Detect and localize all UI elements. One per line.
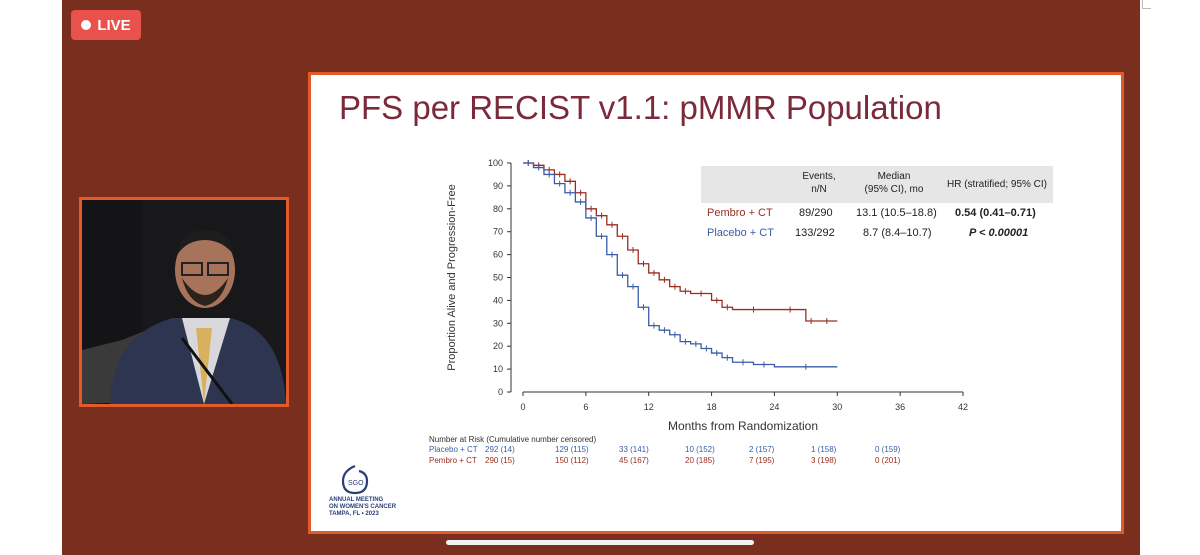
x-tick-label: 36: [895, 402, 905, 412]
risk-value: 0 (159): [875, 445, 901, 454]
events-value: 133/292: [795, 227, 835, 239]
y-tick-label: 60: [493, 250, 503, 260]
x-axis-label: Months from Randomization: [668, 419, 818, 433]
risk-value: 2 (157): [749, 445, 775, 454]
chart-axes: [507, 162, 964, 396]
results-table: Events, n/N Median (95% CI), mo HR (strati…: [701, 166, 1053, 243]
risk-value: 10 (152): [685, 445, 715, 454]
x-tick-label: 0: [520, 402, 525, 412]
x-tick-label: 12: [644, 402, 654, 412]
x-tick-label: 42: [958, 402, 968, 412]
speaker-camera-feed: [79, 197, 289, 407]
y-axis-label: Proportion Alive and Progression-Free: [446, 184, 458, 370]
header-hr: HR (stratified; 95% CI): [946, 179, 1048, 190]
header-events: Events, n/N: [802, 171, 836, 195]
chart-labels: 0 10 20 30 40 50 60 70 80 90 100 0 6 12 18 24 30 36 42 Mont…: [446, 158, 968, 433]
logo-line: ANNUAL MEETING: [329, 497, 384, 503]
risk-row: Placebo + CT 292 (14) 129 (115) 33 (141) 10 …: [429, 444, 900, 455]
corner-mark: [1142, 0, 1151, 9]
risk-value: 33 (141): [619, 445, 649, 454]
events-value: 89/290: [799, 207, 833, 219]
chart-series: [523, 160, 838, 370]
risk-value: 290 (15): [485, 456, 515, 465]
sgo-logo: SGO ANNUAL MEETING ON WOMEN'S CANCER TAM…: [329, 463, 399, 521]
risk-value: 0 (201): [875, 456, 901, 465]
table-row: Pembro + CT 89/290 13.1 (10.5–18.8) 0.54…: [701, 203, 1053, 223]
x-tick-label: 6: [583, 402, 588, 412]
live-label: LIVE: [97, 16, 131, 34]
speaker-image: [82, 200, 286, 404]
presentation-slide: PFS per RECIST v1.1: pMMR Population 0 10…: [308, 72, 1124, 534]
km-chart: 0 10 20 30 40 50 60 70 80 90 100 0 6 12 18 24 30 36 42 Mont…: [446, 158, 968, 433]
table-header: Events, n/N Median (95% CI), mo HR (strati…: [701, 166, 1053, 203]
y-tick-label: 90: [493, 181, 503, 191]
risk-value: 20 (185): [685, 456, 715, 465]
p-value: P < 0.00001: [969, 227, 1029, 239]
x-tick-label: 30: [832, 402, 842, 412]
logo-line: ON WOMEN'S CANCER: [329, 504, 397, 510]
y-tick-label: 0: [498, 387, 503, 397]
slide-title: PFS per RECIST v1.1: pMMR Population: [339, 89, 942, 126]
y-tick-label: 50: [493, 273, 503, 283]
y-tick-label: 80: [493, 204, 503, 214]
risk-value: 45 (167): [619, 456, 649, 465]
x-tick-label: 24: [769, 402, 779, 412]
risk-value: 1 (158): [811, 445, 837, 454]
series-line-pembro: [523, 162, 838, 322]
median-value: 8.7 (8.4–10.7): [863, 227, 932, 239]
risk-value: 3 (198): [811, 456, 837, 465]
y-tick-label: 40: [493, 295, 503, 305]
logo-line: TAMPA, FL • 2023: [329, 511, 379, 517]
sgo-emblem-icon: SGO: [341, 464, 369, 495]
number-at-risk-table: Number at Risk (Cumulative number censor…: [429, 435, 900, 466]
y-tick-label: 70: [493, 227, 503, 237]
risk-value: 150 (112): [555, 456, 589, 465]
risk-arm-label: Pembro + CT: [429, 456, 477, 465]
risk-row: Pembro + CT 290 (15) 150 (112) 45 (167) 20 (…: [429, 455, 900, 466]
risk-value: 129 (115): [555, 445, 589, 454]
risk-title: Number at Risk (Cumulative number censor…: [429, 435, 597, 444]
risk-value: 7 (195): [749, 456, 775, 465]
home-indicator[interactable]: [446, 540, 754, 545]
sgo-name: SGO: [348, 480, 364, 487]
y-tick-label: 20: [493, 341, 503, 351]
arm-label: Placebo + CT: [707, 227, 774, 239]
live-badge[interactable]: LIVE: [71, 10, 141, 40]
arm-label: Pembro + CT: [707, 207, 773, 219]
median-value: 13.1 (10.5–18.8): [856, 207, 937, 219]
y-tick-label: 30: [493, 318, 503, 328]
y-tick-label: 100: [488, 158, 503, 168]
table-row: Placebo + CT 133/292 8.7 (8.4–10.7) P < …: [701, 223, 1053, 243]
x-tick-label: 18: [707, 402, 717, 412]
live-dot-icon: [81, 20, 92, 30]
hr-value: 0.54 (0.41–0.71): [955, 207, 1036, 219]
y-tick-label: 10: [493, 364, 503, 374]
risk-arm-label: Placebo + CT: [429, 445, 478, 454]
header-median: Median (95% CI), mo: [864, 171, 924, 195]
risk-value: 292 (14): [485, 445, 515, 454]
